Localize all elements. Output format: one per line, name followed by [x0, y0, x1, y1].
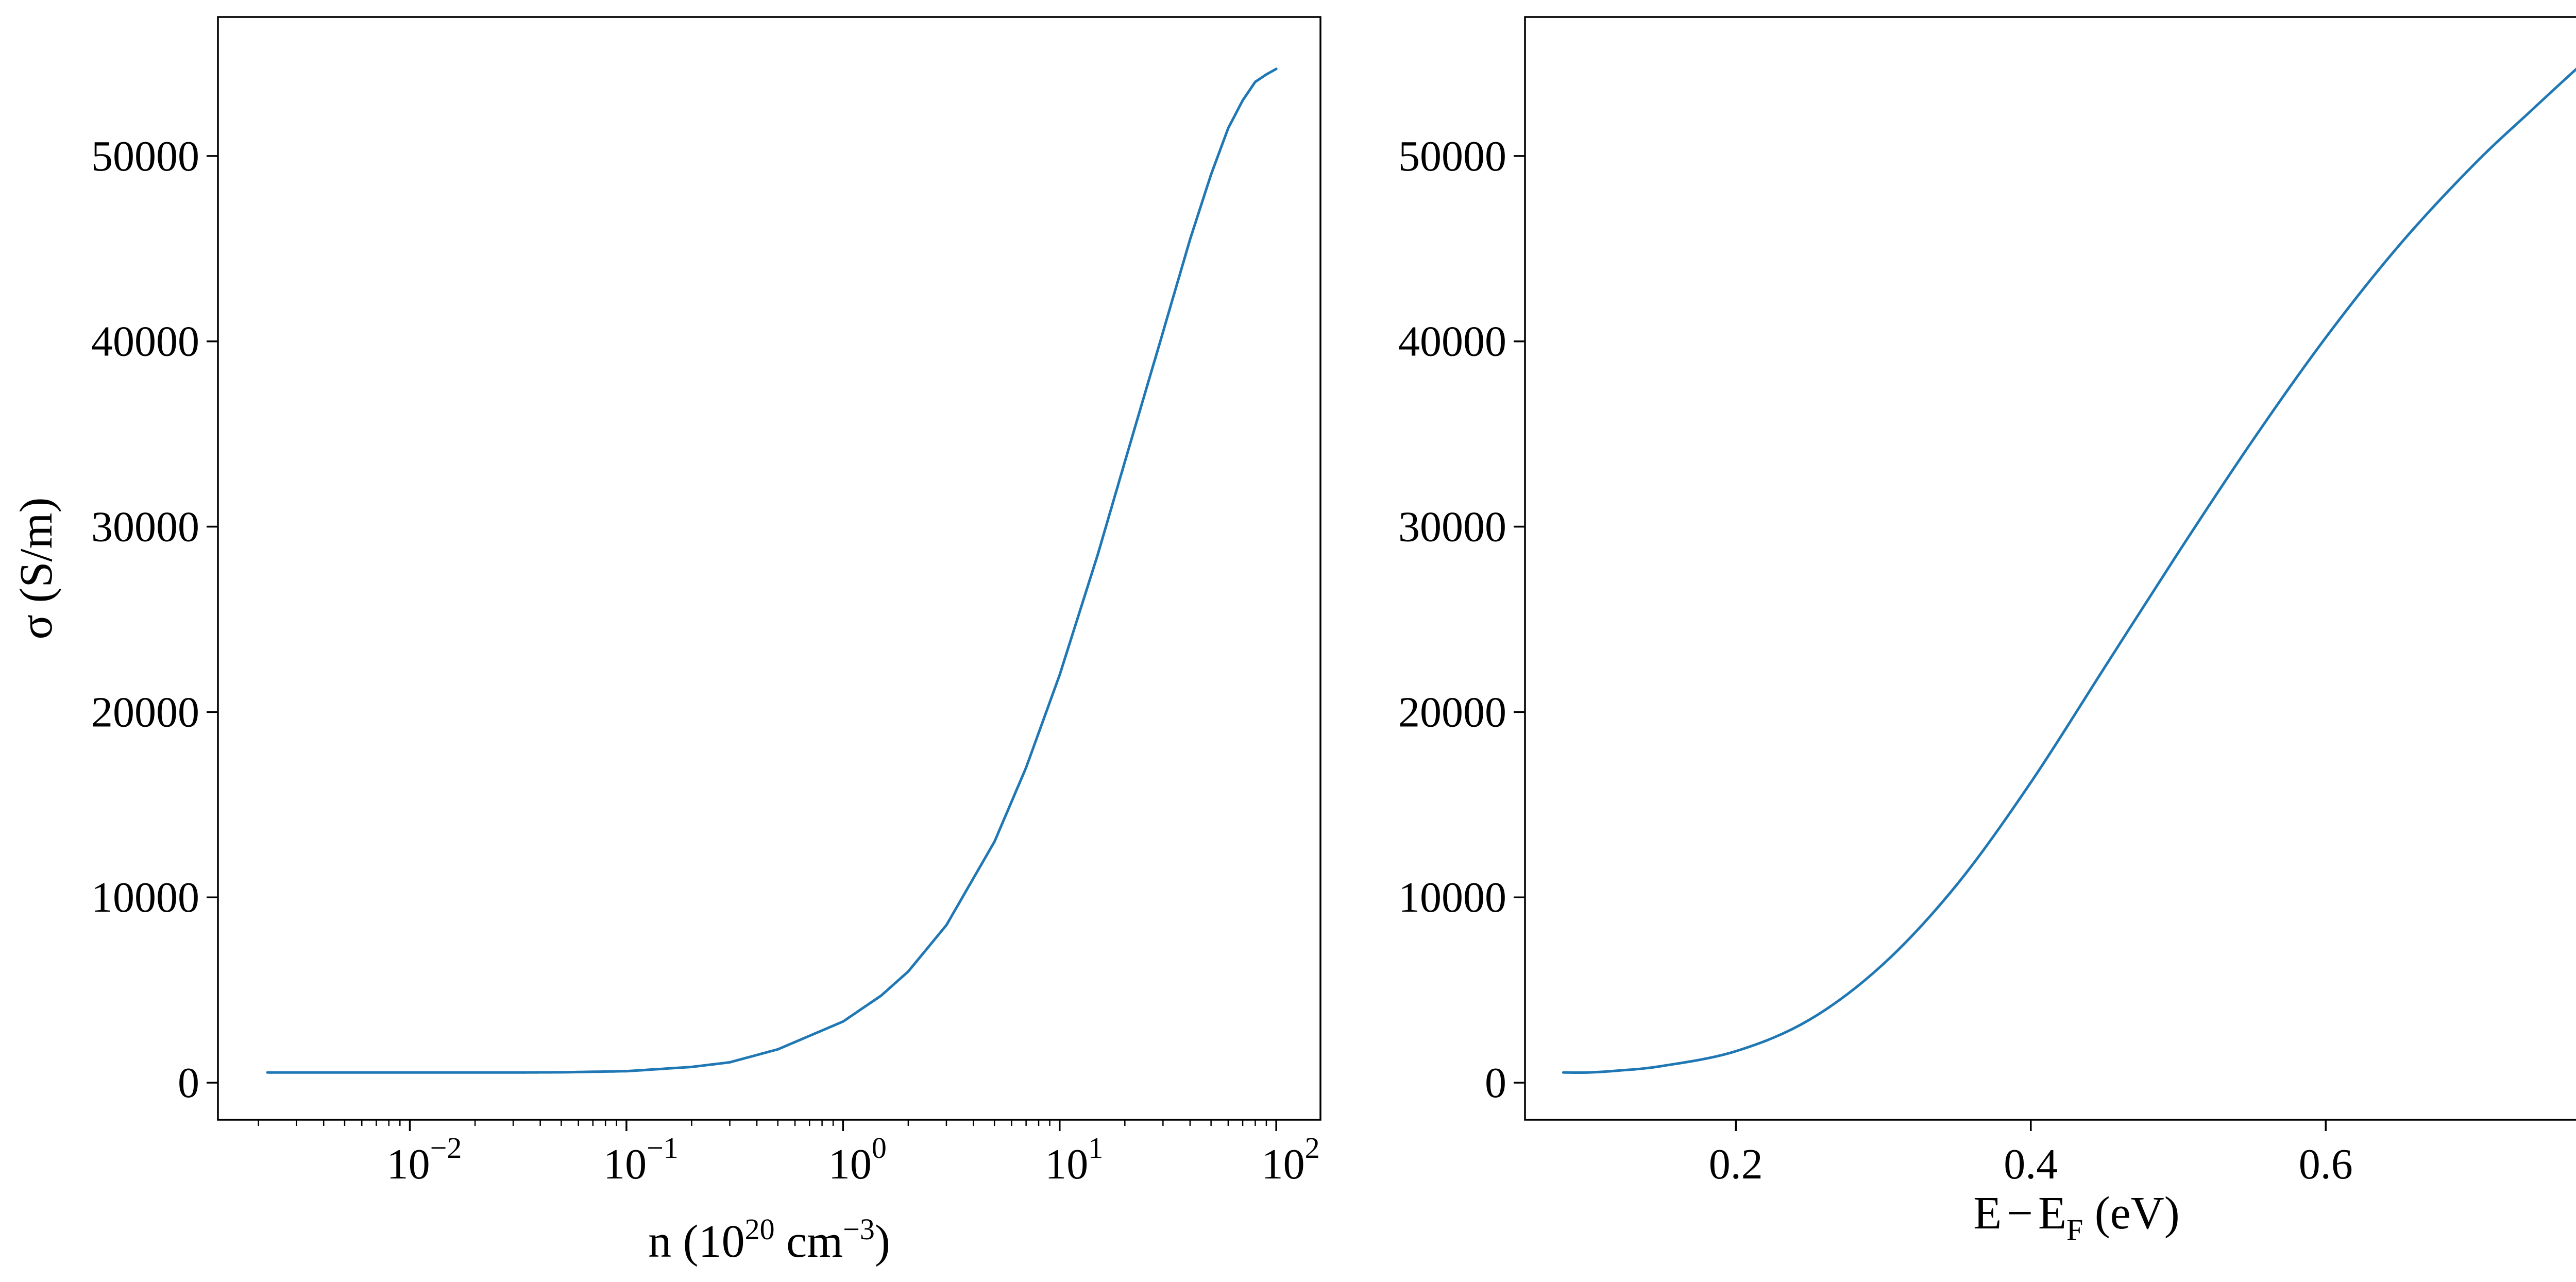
y-tick-label: 10000	[1398, 874, 1506, 921]
x-tick-label: 100	[828, 1131, 887, 1188]
y-tick-label: 0	[1485, 1059, 1506, 1107]
left-x-axis-label-mid: cm	[775, 1216, 843, 1267]
x-tick-label: 10−2	[387, 1131, 462, 1188]
right-x-axis-label-op: −	[2007, 1188, 2033, 1239]
left-x-axis-label-sup1: 20	[745, 1212, 775, 1246]
right-series-line	[1562, 67, 2576, 1074]
left-series-line	[266, 67, 1278, 1074]
y-tick-label: 0	[178, 1059, 199, 1107]
y-tick-label: 20000	[91, 688, 199, 736]
y-tick-label: 50000	[1398, 132, 1506, 180]
y-tick-label: 10000	[91, 874, 199, 921]
x-tick-label: 0.4	[2004, 1140, 2058, 1188]
left-x-ticks: 10−2 10−1 100 101 102	[387, 1120, 1320, 1188]
y-tick-label: 30000	[1398, 503, 1506, 551]
y-tick-label: 50000	[91, 132, 199, 180]
left-x-minor-ticks	[258, 1120, 1267, 1126]
y-tick-label: 40000	[1398, 318, 1506, 366]
left-x-axis-label-sup2: −3	[843, 1212, 875, 1246]
right-x-axis-label-sub: F	[2066, 1213, 2083, 1246]
left-y-axis-label: σ (S/m)	[11, 497, 62, 639]
right-x-axis-label-main: E	[1973, 1188, 2002, 1239]
x-tick-label: 10−1	[603, 1131, 679, 1188]
y-tick-label: 30000	[91, 503, 199, 551]
right-chart: 0.20.40.60.8 01000020000300004000050000 …	[1398, 16, 2576, 1246]
y-tick-label: 20000	[1398, 688, 1506, 736]
left-chart: 10−2 10−1 100 101 102 0 10000 20000 30000 40000 5…	[11, 16, 1321, 1267]
right-y-ticks: 0 10000 20000 30000 40000 50000	[1398, 132, 1525, 1107]
right-x-axis-label-end: (eV)	[2083, 1188, 2179, 1239]
left-plot-frame	[217, 16, 1321, 1121]
right-x-ticks: 0.20.40.60.8	[1709, 1120, 2353, 1188]
left-x-axis-label: n (1020 cm−3)	[648, 1212, 890, 1267]
x-tick-label: 102	[1262, 1131, 1320, 1188]
left-x-axis-label-end: )	[875, 1216, 890, 1267]
left-y-ticks: 0 10000 20000 30000 40000 50000	[91, 132, 218, 1107]
x-tick-label: 0.2	[1709, 1140, 1763, 1188]
x-tick-label: 101	[1045, 1131, 1103, 1188]
left-x-axis-label-main: n (10	[648, 1216, 744, 1267]
y-tick-label: 40000	[91, 318, 199, 366]
x-tick-label: 0.6	[2299, 1140, 2353, 1188]
right-x-axis-label: E − EF (eV)	[1973, 1188, 2179, 1246]
right-x-axis-label-sym: E	[2038, 1188, 2066, 1239]
right-plot-frame	[1524, 16, 2576, 1121]
